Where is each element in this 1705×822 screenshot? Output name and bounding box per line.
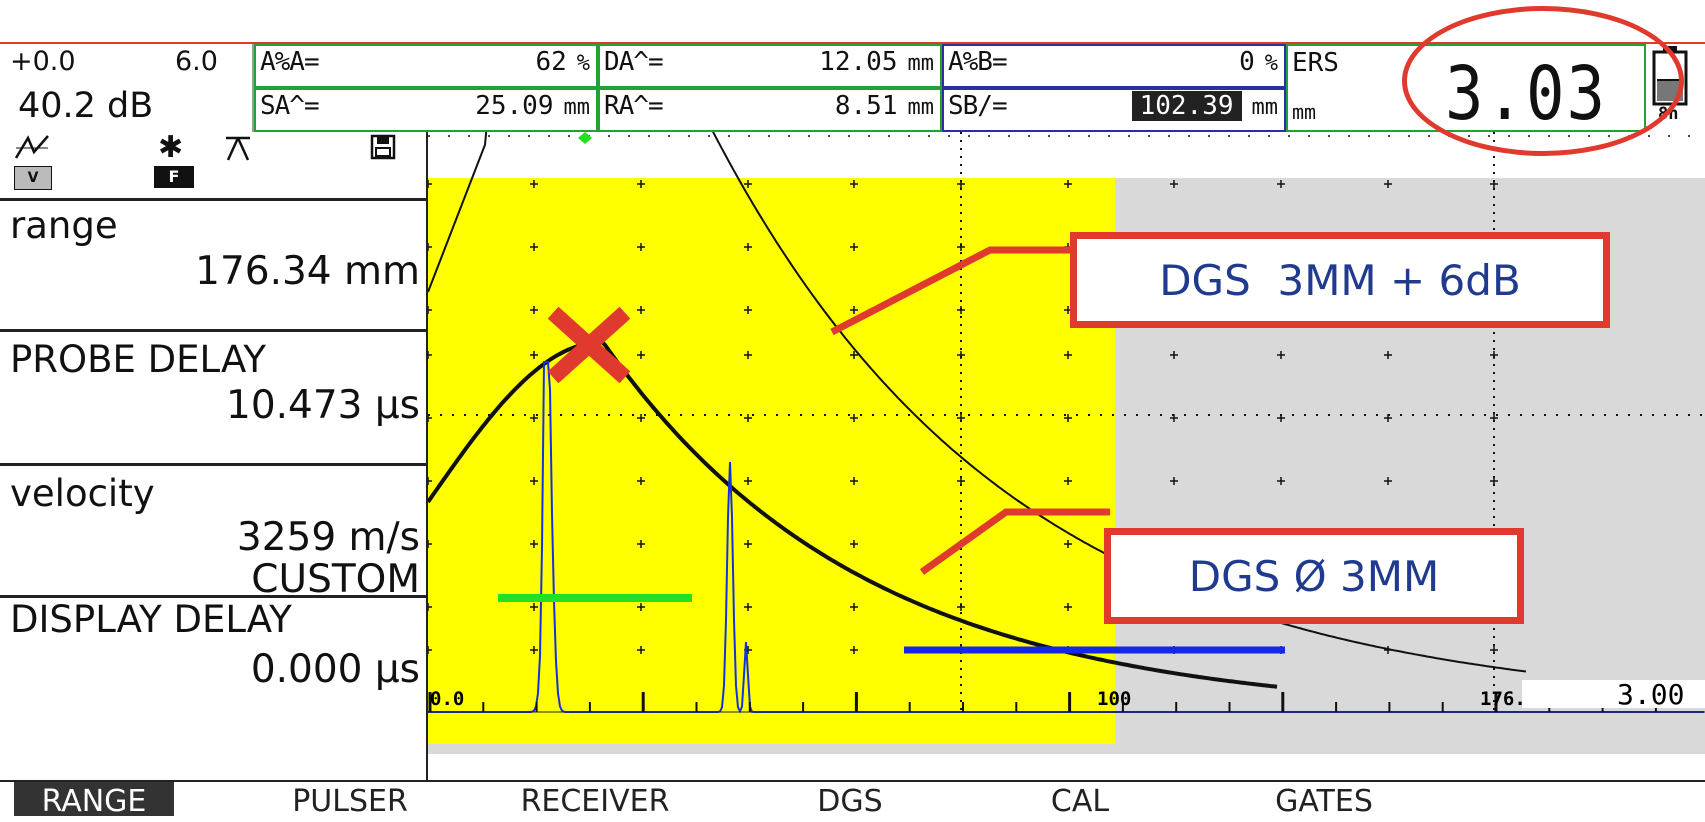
menu-cal[interactable]: CAL (1050, 784, 1110, 819)
rectify-icon (14, 134, 50, 164)
param-value: 3259 m/s (236, 515, 420, 560)
ers-screen-readout: 3.00 (1617, 678, 1684, 711)
readout-unit: mm (1251, 95, 1279, 120)
ers-unit: mm (1292, 100, 1317, 124)
callout-leader-3mm (919, 508, 1110, 575)
readout-label: A%B= (948, 47, 1008, 77)
readout-value: 0 (1239, 47, 1255, 77)
readout-label: RA^= (604, 91, 664, 121)
param-title: PROBE DELAY (10, 338, 267, 381)
a-scan-display[interactable]: 0.0 100 176.3 3.00 (424, 111, 1705, 780)
readout-value: 25.09 (475, 91, 554, 121)
readout-value: 62 (535, 47, 567, 77)
highlight-zone (428, 178, 1115, 744)
header-top-line (0, 42, 1705, 44)
readout-sa: SA^= 25.09 mm (254, 88, 598, 132)
param-title: velocity (10, 472, 155, 515)
function-menu: RANGE PULSER RECEIVER DGS CAL GATES (0, 780, 1705, 819)
readout-label: A%A= (260, 47, 320, 77)
readout-label: SB/= (948, 91, 1008, 121)
a-scan-svg: 0.0 100 176.3 3.00 (424, 111, 1705, 754)
annotation-dgs-3mm: DGS Ø 3MM (1104, 528, 1524, 624)
gain-reference-value: 6.0 (175, 46, 218, 77)
readout-a-percent-b: A%B= 0% (942, 44, 1286, 88)
readout-a-percent-a: A%A= 62% (254, 44, 598, 88)
readout-value: 12.05 (819, 47, 898, 77)
readout-unit: mm (907, 51, 935, 76)
param-probe-delay[interactable]: PROBE DELAY 10.473 µs (0, 332, 428, 466)
readout-sb: SB/= 102.39 mm (942, 88, 1286, 132)
menu-dgs[interactable]: DGS (817, 784, 883, 819)
param-value: 10.473 µs (226, 383, 420, 428)
readout-unit: % (576, 51, 590, 76)
callout-leader-6db (830, 246, 1070, 336)
menu-range[interactable]: RANGE (14, 782, 174, 819)
param-range[interactable]: range 176.34 mm (0, 198, 428, 332)
readout-ra: RA^= 8.51 mm (598, 88, 942, 132)
scale-label-start: 0.0 (430, 688, 464, 710)
param-title: DISPLAY DELAY (10, 598, 292, 641)
ers-readout-box (1522, 680, 1705, 708)
menu-receiver[interactable]: RECEIVER (520, 784, 670, 819)
annotation-dgs-3mm-6db: DGS 3MM + 6dB (1070, 232, 1610, 328)
readout-unit: mm (563, 95, 591, 120)
parameter-panel: V ✱ F range 176.34 mm PROBE DELAY 10.473… (0, 130, 428, 780)
panel-divider (426, 132, 428, 780)
readout-unit: % (1264, 51, 1278, 76)
param-value-mode: CUSTOM (251, 557, 420, 602)
menu-pulser[interactable]: PULSER (292, 784, 408, 819)
readout-label: DA^= (604, 47, 664, 77)
video-icon: V (14, 166, 52, 190)
readout-value: 102.39 (1131, 91, 1242, 121)
ers-label: ERS (1292, 48, 1339, 78)
probe-icon (222, 132, 254, 168)
ers-highlight-circle (1402, 6, 1684, 156)
param-display-delay[interactable]: DISPLAY DELAY 0.000 µs (0, 598, 428, 780)
param-velocity[interactable]: velocity 3259 m/s CUSTOM (0, 466, 428, 601)
gain-panel[interactable]: +0.0 6.0 40.2 dB (0, 44, 254, 132)
menu-gates[interactable]: GATES (1275, 784, 1373, 819)
readout-unit: mm (907, 95, 935, 120)
status-icons-row: V ✱ F (0, 130, 428, 201)
peak-marker-x (547, 306, 631, 384)
gate-start-marker (578, 132, 592, 144)
gain-db-value: 40.2 dB (18, 86, 154, 126)
filter-icon: F (154, 166, 194, 188)
readout-label: SA^= (260, 91, 320, 121)
dgs-curve-3mm (426, 339, 1278, 689)
param-title: range (10, 204, 118, 247)
scale-label-mid: 100 (1097, 688, 1131, 710)
param-value: 0.000 µs (250, 647, 420, 692)
freeze-icon: ✱ (158, 130, 184, 165)
gain-step-value: +0.0 (10, 46, 76, 77)
readout-value: 8.51 (834, 91, 898, 121)
param-value: 176.34 mm (195, 249, 420, 294)
save-icon (370, 134, 396, 164)
readout-da: DA^= 12.05 mm (598, 44, 942, 88)
